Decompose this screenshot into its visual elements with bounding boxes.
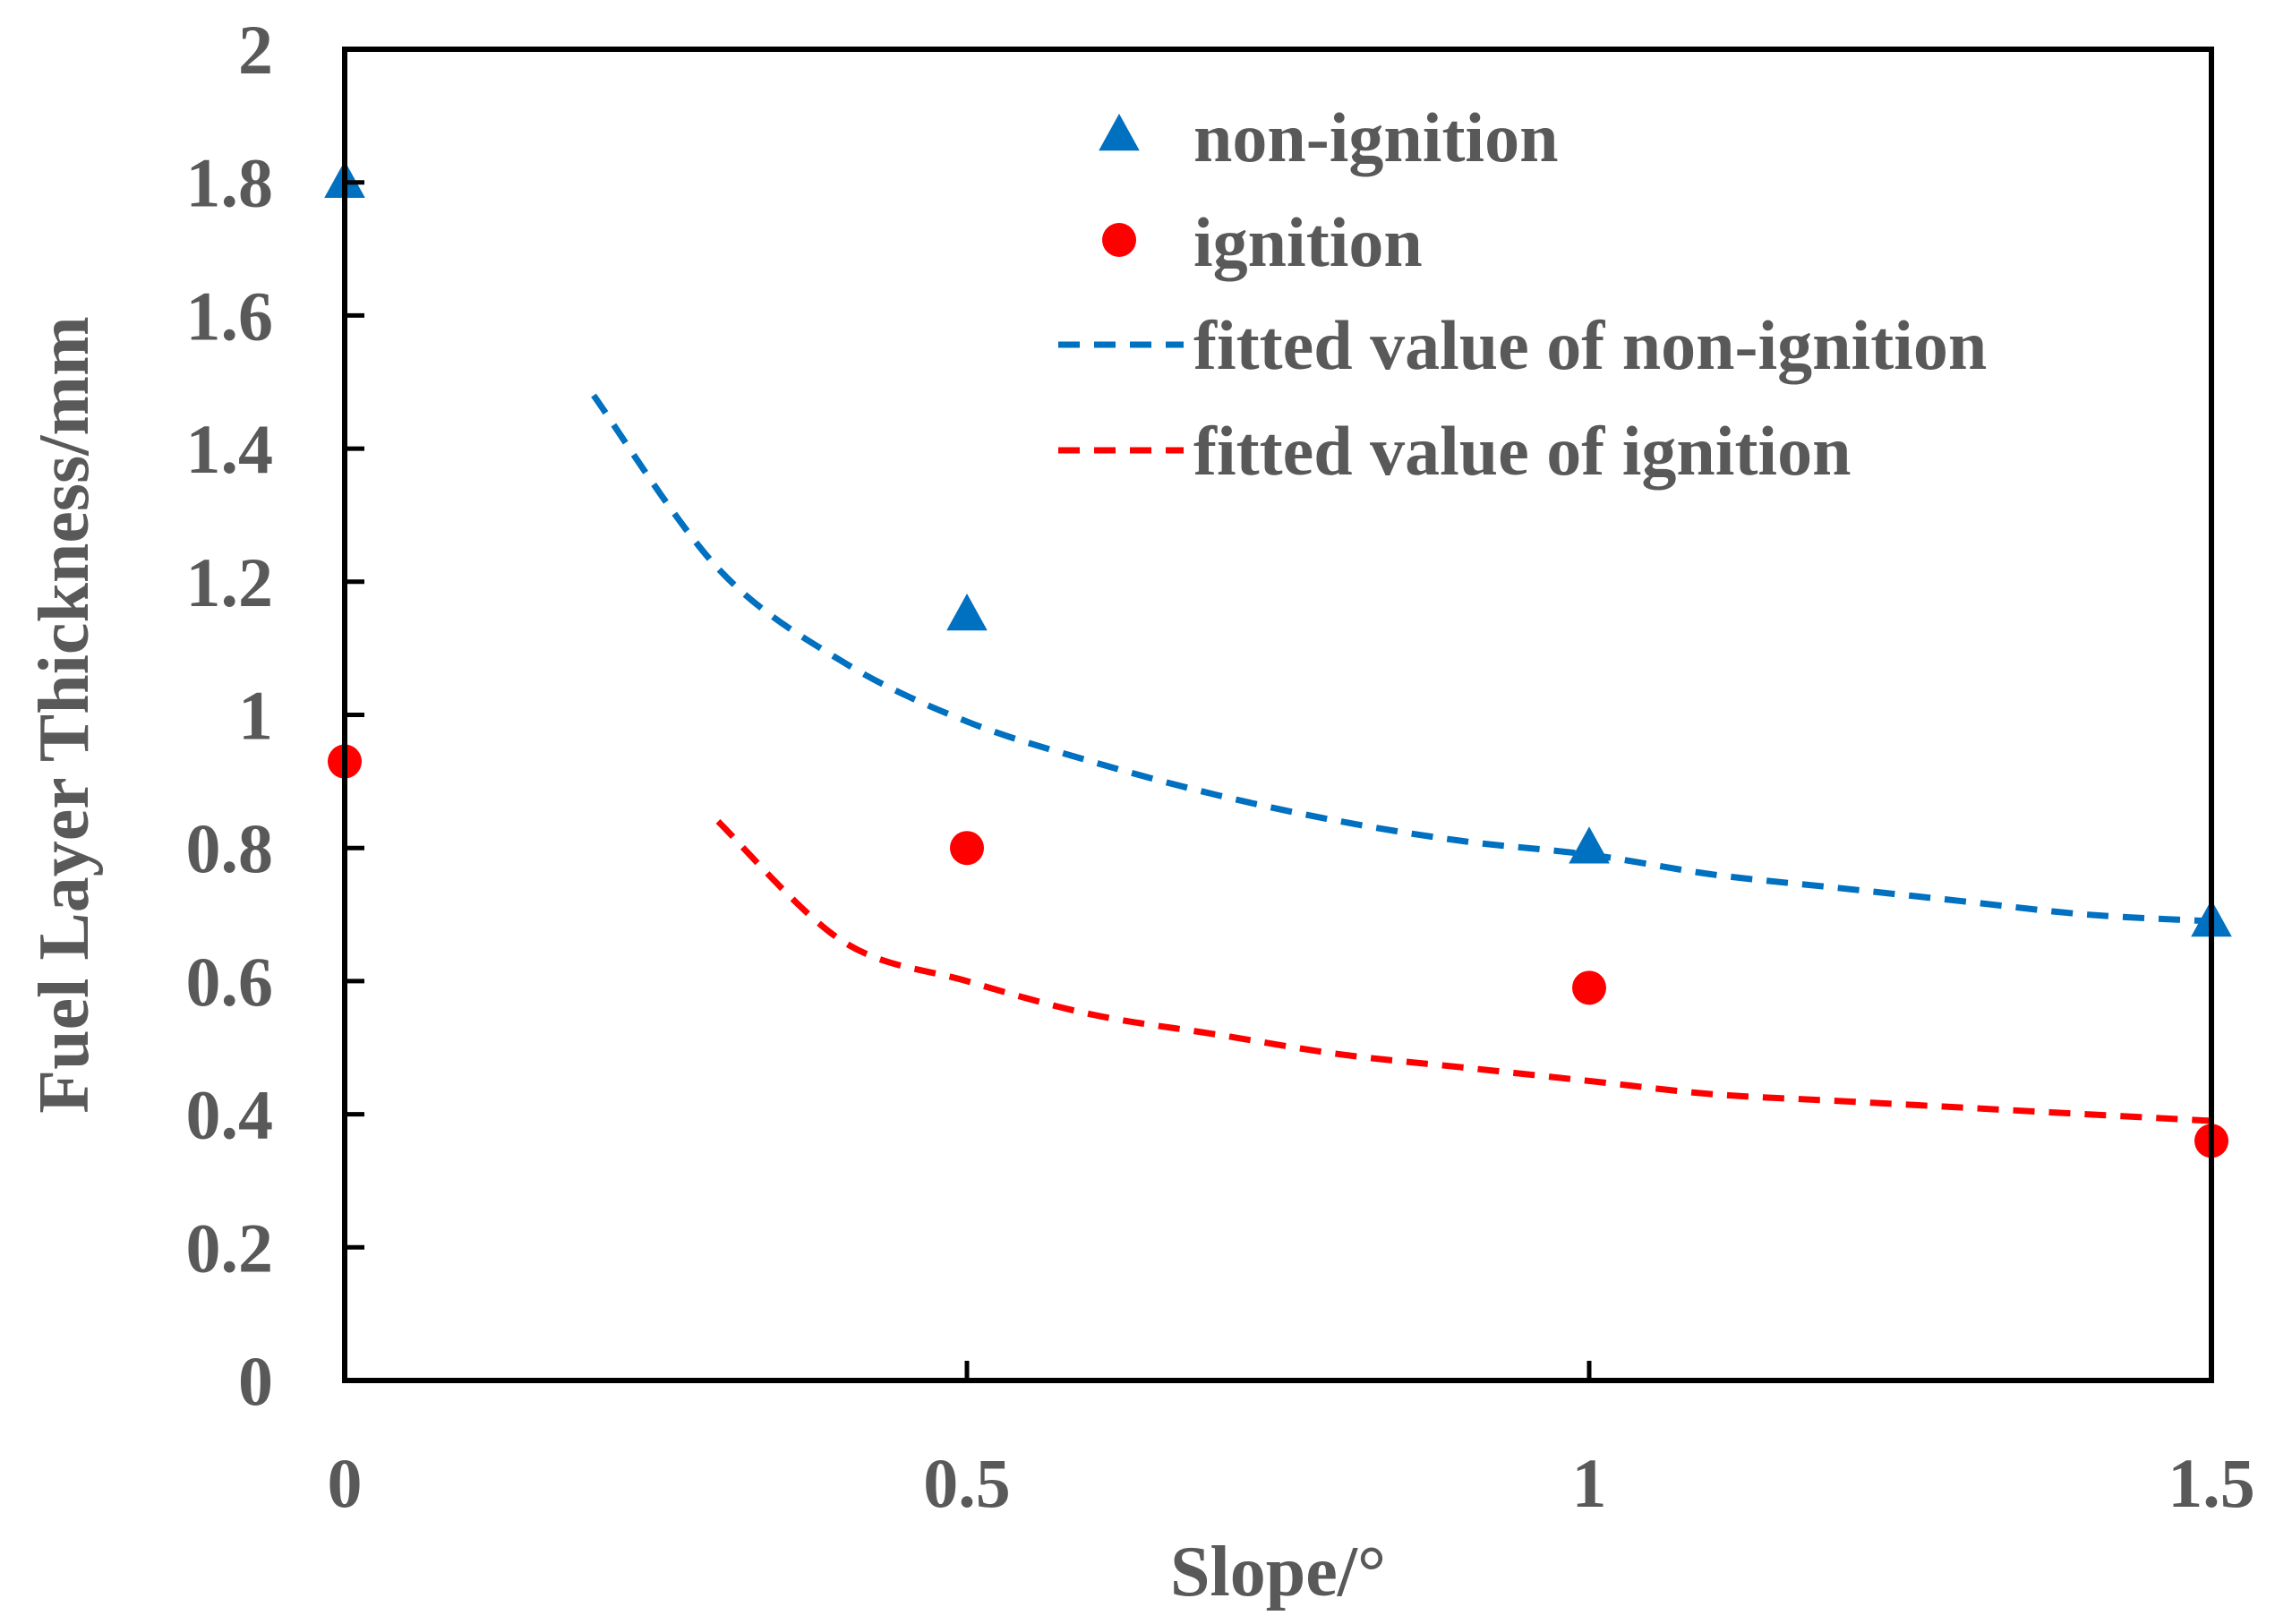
x-tick-label: 1.5 bbox=[2168, 1444, 2255, 1522]
y-tick-label: 0.2 bbox=[186, 1209, 274, 1286]
y-tick-label: 0.6 bbox=[186, 943, 274, 1021]
y-axis-tick-labels: 0 0.2 0.4 0.6 0.8 1 1.2 1.4 1.6 1.8 2 bbox=[186, 11, 274, 1420]
x-axis-title: Slope/° bbox=[1170, 1533, 1386, 1611]
y-tick-label: 0 bbox=[238, 1342, 273, 1420]
y-tick-label: 0.4 bbox=[186, 1076, 274, 1154]
legend-marker-ignition bbox=[1102, 223, 1136, 257]
legend-label-non-ignition: non-ignition bbox=[1193, 98, 1558, 176]
point-non-ignition bbox=[946, 593, 988, 631]
legend: non-ignition ignition fitted value of non-… bbox=[1058, 98, 1987, 490]
y-tick-label: 1.8 bbox=[186, 144, 274, 222]
legend-label-fitted-value-of-ignition: fitted value of ignition bbox=[1193, 412, 1852, 490]
point-ignition bbox=[1572, 970, 1606, 1005]
x-tick-label: 0 bbox=[328, 1444, 363, 1522]
y-tick-label: 2 bbox=[238, 11, 273, 89]
line-fitted-value-of-non-ignition bbox=[591, 393, 2212, 925]
legend-label-ignition: ignition bbox=[1193, 203, 1423, 281]
point-ignition bbox=[950, 831, 984, 866]
point-non-ignition bbox=[1569, 826, 1610, 864]
y-tick-label: 1 bbox=[238, 677, 273, 755]
x-axis-ticks bbox=[342, 1361, 2214, 1380]
x-tick-label: 1 bbox=[1572, 1444, 1607, 1522]
y-tick-label: 1.4 bbox=[186, 410, 274, 488]
legend-label-fitted-value-of-non-ignition: fitted value of non-ignition bbox=[1193, 306, 1987, 384]
y-tick-label: 0.8 bbox=[186, 809, 274, 887]
line-fitted-value-of-ignition bbox=[715, 818, 2212, 1124]
y-tick-label: 1.6 bbox=[186, 277, 274, 355]
x-axis-tick-labels: 0 0.5 1 1.5 bbox=[328, 1444, 2255, 1522]
y-axis-title: Fuel Layer Thickness/mm bbox=[25, 316, 104, 1113]
y-tick-label: 1.2 bbox=[186, 543, 274, 621]
x-tick-label: 0.5 bbox=[923, 1444, 1011, 1522]
legend-marker-non-ignition bbox=[1099, 114, 1140, 151]
y-axis-ticks bbox=[345, 47, 364, 1383]
